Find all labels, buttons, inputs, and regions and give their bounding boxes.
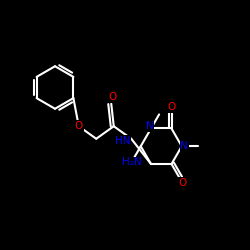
Text: O: O [74, 121, 83, 131]
Text: N: N [146, 121, 154, 131]
Text: O: O [108, 92, 116, 102]
Text: HN: HN [115, 136, 130, 146]
Text: O: O [178, 178, 186, 188]
Text: O: O [168, 102, 175, 112]
Text: N: N [180, 141, 188, 151]
Text: H₂N: H₂N [122, 158, 141, 168]
